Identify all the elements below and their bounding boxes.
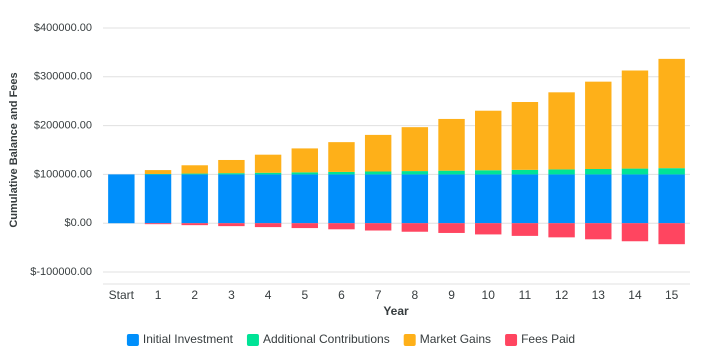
bar-segment <box>585 169 612 175</box>
bar-segment <box>364 223 392 231</box>
bar-segment <box>548 223 575 238</box>
y-tick-label: $-100000.00 <box>30 266 92 278</box>
legend-label: Initial Investment <box>143 332 234 346</box>
bar-segment <box>548 92 575 170</box>
bar-segment <box>621 168 649 175</box>
bar-segment <box>658 168 685 175</box>
bar-segment <box>511 223 539 236</box>
bar-segment <box>438 174 465 224</box>
bar-segment <box>254 223 282 228</box>
bar-segment <box>181 173 208 175</box>
bar-segment <box>254 172 282 175</box>
x-tick-label: 11 <box>519 288 532 302</box>
x-tick-label: 2 <box>191 288 198 302</box>
bar-segment <box>438 170 465 175</box>
bar-segment <box>585 223 612 240</box>
bar-segment <box>585 81 612 170</box>
bar-segment <box>438 223 465 233</box>
x-tick-label: 13 <box>592 288 606 302</box>
legend-swatch <box>126 334 139 346</box>
legend-label: Additional Contributions <box>263 332 390 346</box>
y-tick-label: $100000.00 <box>34 168 92 180</box>
x-tick-label: 9 <box>448 288 455 302</box>
bar-segment <box>291 148 318 173</box>
x-tick-label: 4 <box>265 288 272 302</box>
bar-segment <box>364 134 392 172</box>
legend-swatch <box>505 334 518 346</box>
bar-segment <box>401 223 429 232</box>
bar-segment <box>291 174 318 224</box>
bar-segment <box>144 223 172 225</box>
bar-segment <box>364 171 392 175</box>
bar-segment <box>181 165 208 174</box>
y-axis-title: Cumulative Balance and Fees <box>8 72 20 227</box>
bar-segment <box>475 170 502 175</box>
bar-segment <box>621 174 649 224</box>
bar-segment <box>218 223 245 227</box>
y-tick-label: $200000.00 <box>34 120 92 132</box>
bar-segment <box>475 110 502 171</box>
y-tick-label: $300000.00 <box>34 71 92 83</box>
bar-segment <box>218 174 245 224</box>
bar-segment <box>181 174 208 224</box>
bar-segment <box>218 173 245 175</box>
bar-segment <box>181 223 208 226</box>
legend: Initial Investment Additional Contributio… <box>126 332 575 346</box>
bar-segment <box>548 169 575 175</box>
x-tick-label: 7 <box>375 288 382 302</box>
bar-segment <box>438 118 465 171</box>
x-tick-label: 8 <box>412 288 419 302</box>
bar-segment <box>658 58 685 169</box>
legend-label: Fees Paid <box>521 332 575 346</box>
bar-segment <box>291 223 318 229</box>
bar-segment <box>401 174 429 224</box>
bar-segment <box>621 223 649 242</box>
bar-segment <box>658 223 685 245</box>
x-tick-label: Start <box>109 288 135 302</box>
bar-segment <box>218 159 245 174</box>
bar-segment <box>291 172 318 175</box>
bar-segment <box>401 127 429 172</box>
x-tick-label: 1 <box>155 288 162 302</box>
x-tick-label: 3 <box>228 288 235 302</box>
bar-segment <box>401 171 429 175</box>
bar-segment <box>548 174 575 224</box>
x-tick-label: 15 <box>665 288 679 302</box>
legend-label: Market Gains <box>420 332 491 346</box>
bar-segment <box>585 174 612 224</box>
y-tick-label: $0.00 <box>64 217 92 229</box>
legend-swatch <box>403 334 416 346</box>
bar-segment <box>475 174 502 224</box>
y-tick-label: $400000.00 <box>34 22 92 34</box>
bar-segment <box>328 142 355 172</box>
x-tick-label: 14 <box>628 288 642 302</box>
x-axis-title: Year <box>383 304 409 318</box>
bar-segment <box>254 174 282 224</box>
bar-segment <box>328 171 355 175</box>
bar-segment <box>364 174 392 224</box>
bar-segment <box>511 102 539 170</box>
x-tick-label: 6 <box>338 288 345 302</box>
bar-segment <box>144 170 172 174</box>
x-tick-label: 5 <box>301 288 308 302</box>
x-tick-label: 12 <box>555 288 569 302</box>
bar-segment <box>511 169 539 175</box>
bar-segment <box>144 174 172 224</box>
bar-segment <box>328 174 355 224</box>
bar-segment <box>658 174 685 224</box>
bar-segment <box>511 174 539 224</box>
bar-segment <box>108 174 135 224</box>
x-tick-label: 10 <box>482 288 496 302</box>
legend-swatch <box>246 334 259 346</box>
bar-segment <box>328 223 355 230</box>
bar-segment <box>254 154 282 173</box>
bar-segment <box>621 70 649 169</box>
bar-segment <box>475 223 502 235</box>
